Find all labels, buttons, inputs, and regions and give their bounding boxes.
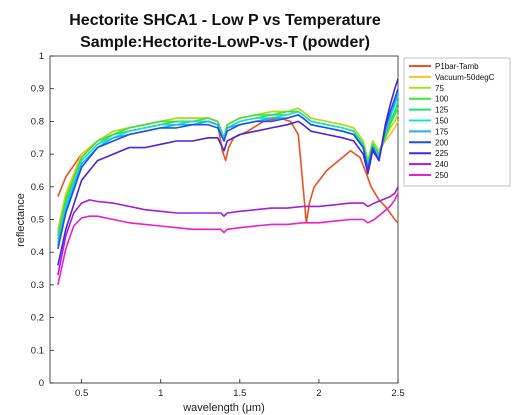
y-tick-label: 0.6 [31, 182, 44, 193]
series-lines [57, 78, 399, 286]
y-tick-label: 0.2 [31, 313, 44, 324]
plot-area [49, 55, 399, 384]
x-axis-label: wavelength (μm) [182, 402, 265, 414]
y-tick-label: 0.9 [31, 84, 44, 95]
y-tick-label: 0 [39, 378, 44, 389]
x-tick-label: 0.5 [75, 388, 88, 399]
y-axis-label: reflectance [15, 193, 27, 247]
legend-entry: 225 [435, 149, 449, 158]
y-tick-label: 0.7 [31, 149, 44, 160]
chart-subtitle: Sample:Hectorite-LowP-vs-T (powder) [80, 34, 370, 51]
x-tick-label: 2 [316, 388, 321, 399]
legend-entry: 240 [435, 160, 449, 169]
series-line [57, 186, 399, 276]
y-tick-label: 0.3 [31, 280, 44, 291]
x-tick-label: 2.5 [391, 388, 404, 399]
series-line [57, 78, 399, 266]
y-axis: 0 0.1 0.2 0.3 0.4 0.5 0.6 0.7 0.8 0.9 1 [31, 51, 54, 389]
x-axis: 0.5 1 1.5 2 2.5 [75, 379, 405, 399]
legend-entry: Vacuum-50degC [435, 73, 495, 82]
y-tick-label: 1 [39, 51, 44, 62]
legend-entry: 125 [435, 106, 449, 115]
x-tick-label: 1.5 [233, 388, 246, 399]
legend-entry: 200 [435, 138, 449, 147]
y-tick-label: 0.8 [31, 116, 44, 127]
x-tick-label: 1 [158, 388, 163, 399]
chart-title: Hectorite SHCA1 - Low P vs Temperature [69, 12, 381, 29]
legend-entry: 150 [435, 117, 449, 126]
y-tick-label: 0.5 [31, 215, 44, 226]
y-tick-label: 0.4 [31, 247, 44, 258]
legend-entry: 75 [435, 84, 444, 93]
y-tick-label: 0.1 [31, 345, 44, 356]
legend-entry: 100 [435, 95, 449, 104]
legend-entry: P1bar-Tamb [435, 62, 479, 71]
legend-entry: 250 [435, 171, 449, 180]
series-line [57, 192, 399, 286]
legend-entry: 175 [435, 127, 449, 136]
